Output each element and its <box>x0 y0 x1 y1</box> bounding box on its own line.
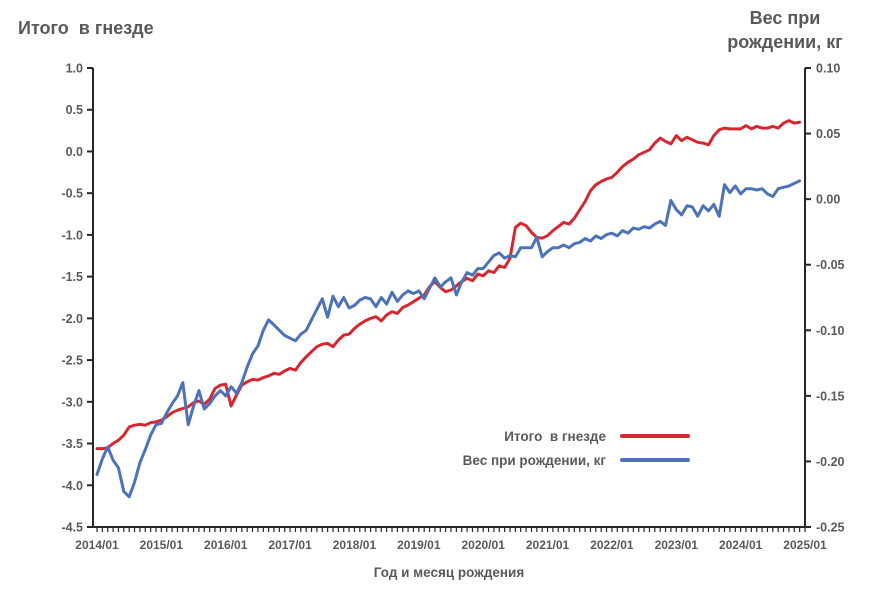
legend-item-red: Итого в гнезде <box>463 424 690 448</box>
x-axis-tick-label: 2023/01 <box>655 538 699 552</box>
x-axis-tick-label: 2022/01 <box>590 538 634 552</box>
x-axis-tick-label: 2024/01 <box>719 538 763 552</box>
legend-label-blue: Вес при рождении, кг <box>462 452 606 468</box>
y-axis-right-tick-label: 0.10 <box>816 62 840 76</box>
x-axis-tick-label: 2016/01 <box>204 538 248 552</box>
legend-label-red: Итого в гнезде <box>504 428 606 444</box>
x-axis-tick-label: 2020/01 <box>461 538 505 552</box>
y-axis-right-tick-label: -0.15 <box>816 389 845 403</box>
legend-line-sample-red <box>620 434 690 438</box>
x-axis-tick-label: 2025/01 <box>783 538 827 552</box>
red-series-line <box>95 119 802 451</box>
blue-series-line <box>95 179 802 499</box>
x-axis-tick-label: 2019/01 <box>397 538 441 552</box>
y-axis-left-tick-label: 0.5 <box>66 103 83 117</box>
y-axis-left-tick-label: -1.0 <box>61 228 83 242</box>
y-axis-left-tick-label: 1.0 <box>66 62 83 76</box>
y-axis-left-tick-label: 0.0 <box>66 145 83 159</box>
y-axis-left-tick-label: -3.0 <box>61 395 83 409</box>
right-axis-title-line1: Вес при <box>749 8 821 28</box>
y-axis-left-tick-label: -4.0 <box>61 479 83 493</box>
y-axis-left-tick-label: -1.5 <box>61 270 83 284</box>
legend-line-sample-blue <box>620 458 690 462</box>
y-axis-right-tick-label: -0.10 <box>816 324 845 338</box>
x-axis-tick-label: 2015/01 <box>140 538 184 552</box>
y-axis-right-tick-label: 0.05 <box>816 127 840 141</box>
y-axis-right-tick-label: 0.00 <box>816 193 840 207</box>
x-axis-tick-label: 2018/01 <box>333 538 377 552</box>
y-axis-left-tick-label: -2.5 <box>61 354 83 368</box>
y-axis-left-tick-label: -4.5 <box>61 521 83 535</box>
x-axis-title: Год и месяц рождения <box>373 565 525 580</box>
y-axis-right-tick-label: -0.05 <box>816 258 845 272</box>
legend-item-blue: Вес при рождении, кг <box>463 448 690 472</box>
x-axis-tick-label: 2014/01 <box>75 538 119 552</box>
x-axis-tick-label: 2021/01 <box>526 538 570 552</box>
y-axis-right-tick-label: -0.20 <box>816 455 845 469</box>
right-axis-title: Вес при рождении, кг <box>700 6 870 54</box>
y-axis-right-tick-label: -0.25 <box>816 521 845 535</box>
y-axis-left-tick-label: -2.0 <box>61 312 83 326</box>
chart-legend: Итого в гнезде Вес при рождении, кг <box>463 424 690 472</box>
y-axis-left-tick-label: -3.5 <box>61 437 83 451</box>
y-axis-left-tick-label: -0.5 <box>61 187 83 201</box>
left-axis-title: Итого в гнезде <box>18 18 154 38</box>
x-axis-tick-label: 2017/01 <box>268 538 312 552</box>
right-axis-title-line2: рождении, кг <box>727 32 843 52</box>
